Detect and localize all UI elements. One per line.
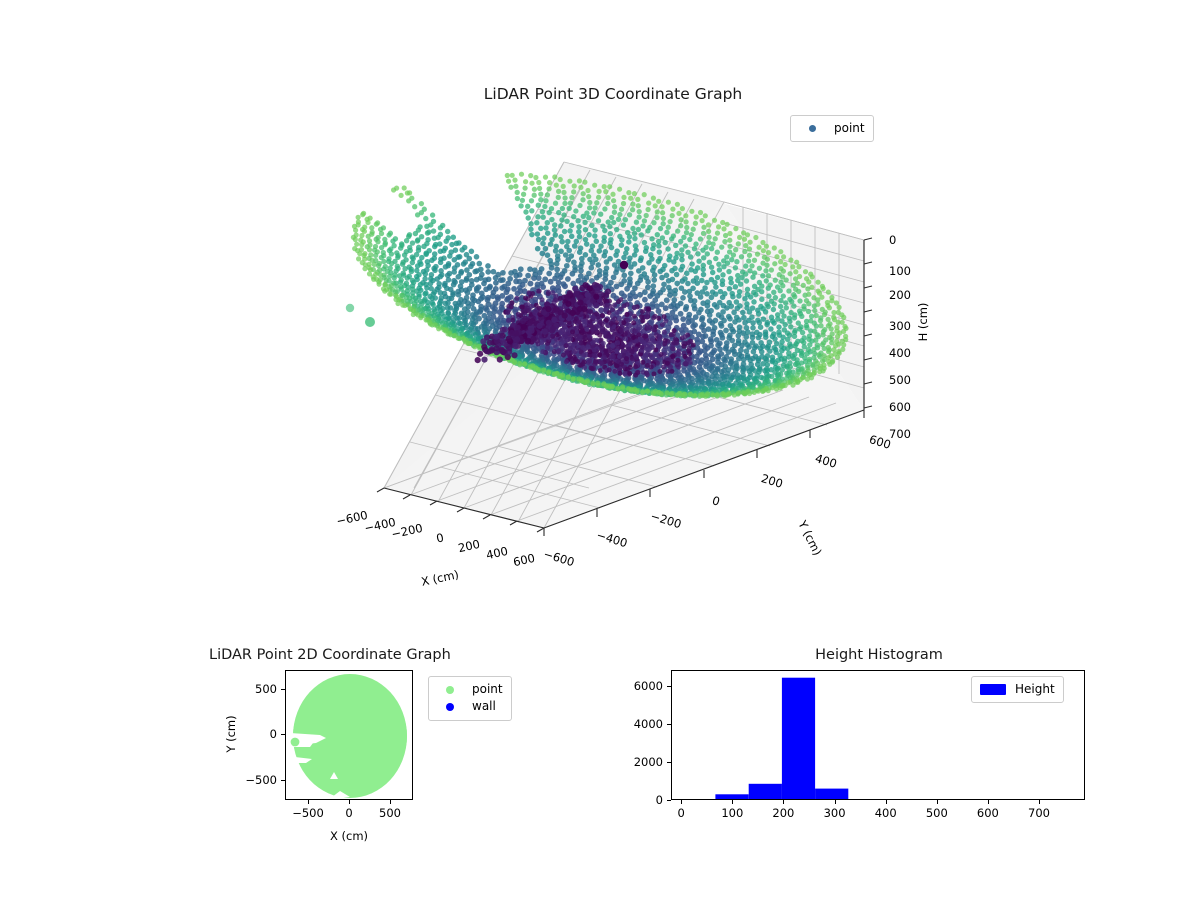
xtick-mark-2d [349,800,350,804]
xtick-mark-hist [937,800,938,804]
plot2d-legend[interactable]: point wall [428,676,512,721]
ytick-label-hist: 0 [656,793,663,807]
outlier-points-3d [346,304,375,327]
legend-item-wall: wall [437,698,503,715]
plot2d-axes[interactable] [285,670,413,800]
xtick-label-hist: 600 [977,806,999,820]
legend-label: point [834,120,865,137]
legend-item-height: Height [980,681,1055,698]
ytick-mark-hist [667,762,671,763]
xtick-mark-2d [390,800,391,804]
xtick-label-hist: 0 [678,806,685,820]
xtick-label-hist: 200 [772,806,794,820]
xtick-label-2d: −500 [292,806,324,820]
ytick-label-2d: 0 [270,727,277,741]
histogram-legend[interactable]: Height [971,676,1064,703]
ytick-mark-2d [281,689,285,690]
xtick-mark-hist [886,800,887,804]
ytick-mark-hist [667,686,671,687]
xtick-mark-hist [835,800,836,804]
xtick-label-hist: 500 [926,806,948,820]
plot2d-title: LiDAR Point 2D Coordinate Graph [209,647,451,663]
plot3d-title: LiDAR Point 3D Coordinate Graph [484,85,742,103]
ytick-label-2d: −500 [245,773,277,787]
wall-marker-icon [437,703,463,711]
legend-label: point [472,681,503,698]
htick-label: 700 [889,427,911,441]
ytick-label-hist: 4000 [634,717,663,731]
legend-item-point: point [799,120,865,137]
htick-label: 500 [889,373,911,387]
ytick-mark-2d [281,780,285,781]
xtick-label-hist: 400 [875,806,897,820]
xtick-label-hist: 300 [824,806,846,820]
plot3d-axes[interactable]: −600 −400 −200 0 200 400 600 X (cm) −600… [300,140,920,620]
htick-label: 100 [889,264,911,278]
htick-label: 400 [889,346,911,360]
legend-item-point: point [437,681,503,698]
xtick-mark-hist [681,800,682,804]
height-bar-icon [980,684,1006,695]
htick-label: 200 [889,288,911,302]
xtick-mark-hist [1039,800,1040,804]
point-marker-icon [437,686,463,694]
ytick-mark-hist [667,800,671,801]
histogram-bars [682,678,848,800]
ytick-label-hist: 2000 [634,755,663,769]
xtick-mark-2d [308,800,309,804]
xtick-mark-hist [988,800,989,804]
ytick-mark-2d [281,734,285,735]
htick-label: 600 [889,400,911,414]
xtick-label-2d: 0 [345,806,352,820]
xtick-mark-hist [732,800,733,804]
xtick-label-hist: 100 [721,806,743,820]
plot3d-legend[interactable]: point [790,115,874,142]
htick-label: 300 [889,319,911,333]
haxis-label-3d: H (cm) [916,303,930,342]
point-marker-icon [799,125,825,132]
pointcloud-2d [288,674,407,799]
ytick-label-2d: 500 [255,682,277,696]
htick-label: 0 [889,233,896,247]
yaxis-label-2d: Y (cm) [224,715,238,752]
legend-label: wall [472,698,496,715]
xaxis-label-2d: X (cm) [330,829,368,843]
histogram-title: Height Histogram [815,647,943,663]
haxis-ticks-3d [864,238,872,408]
xtick-label-hist: 700 [1028,806,1050,820]
xtick-mark-hist [783,800,784,804]
ytick-label-hist: 6000 [634,679,663,693]
ytick-mark-hist [667,724,671,725]
legend-label: Height [1015,681,1055,698]
xtick-label-2d: 500 [379,806,401,820]
figure-canvas: LiDAR Point 3D Coordinate Graph point [0,0,1200,900]
